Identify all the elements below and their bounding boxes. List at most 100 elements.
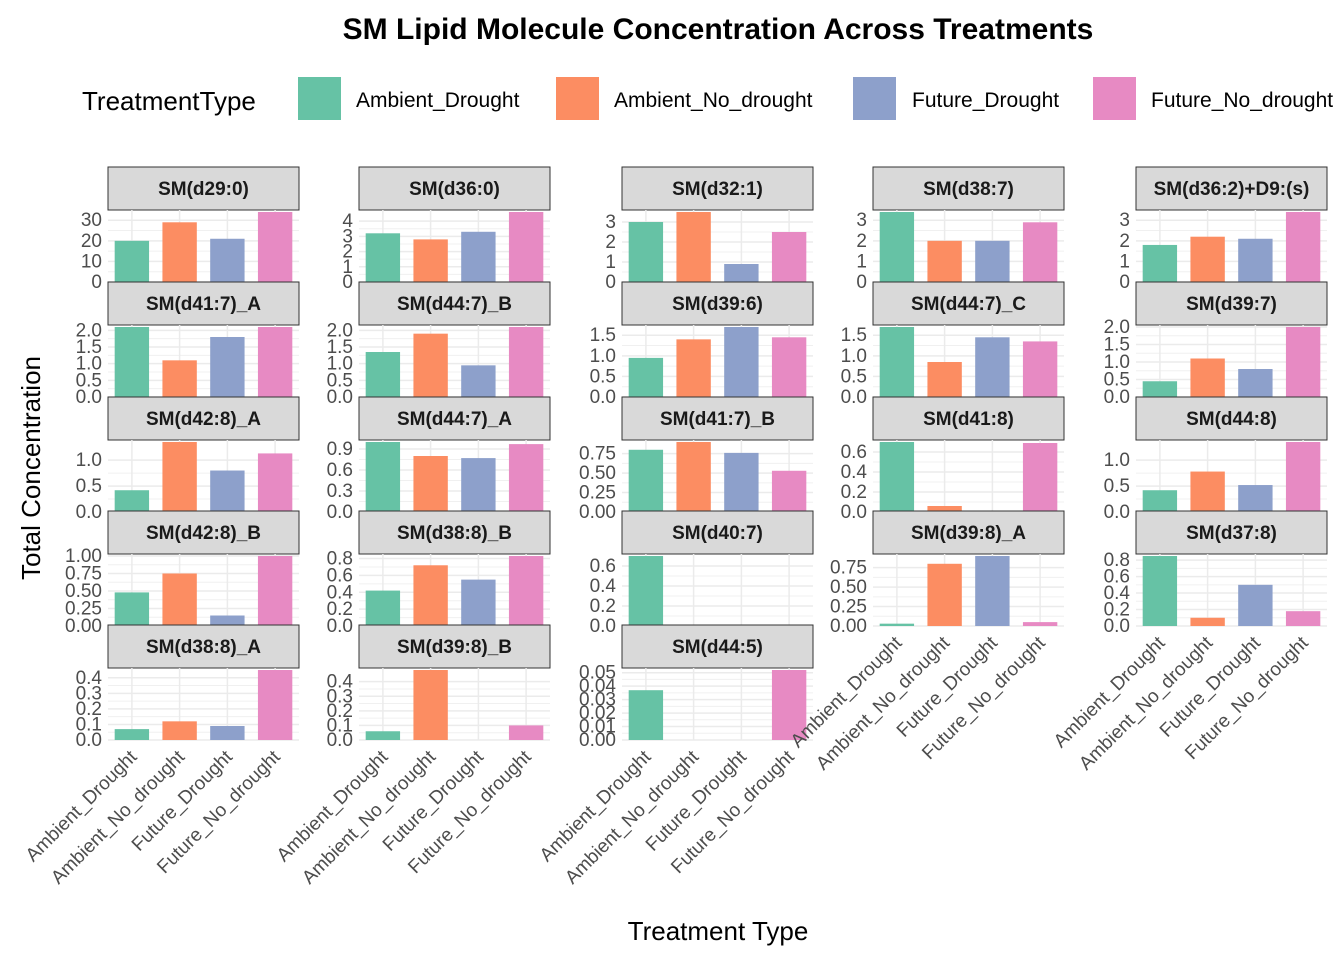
facet-panel: SM(d39:7) 0.00.51.01.52.0 (1104, 281, 1328, 408)
y-tick-label: 2.0 (76, 320, 102, 341)
y-tick-label: 1 (605, 252, 616, 273)
y-tick-label: 0.6 (590, 556, 616, 577)
bar-future-drought (1238, 584, 1273, 626)
bar-ambient-drought (879, 327, 915, 397)
bar-future-no-drought (1285, 442, 1321, 512)
bar-future-no-drought (508, 327, 544, 397)
bar-future-drought (461, 365, 496, 397)
bar-ambient-drought (879, 212, 915, 282)
bar-future-no-drought (257, 327, 293, 397)
facet-strip-label: SM(d44:7)_C (911, 294, 1026, 315)
bar-future-no-drought (508, 556, 544, 626)
bar-ambient-drought (365, 590, 401, 626)
bar-future-no-drought (1022, 222, 1058, 282)
bar-future-drought (210, 615, 245, 626)
bar-ambient-drought (1142, 490, 1178, 512)
y-tick-label: 0.4 (327, 672, 354, 693)
y-tick-label: 0.0 (327, 387, 353, 408)
facet-strip (358, 281, 551, 326)
y-tick-label: 10 (81, 251, 102, 272)
facet-strip-label: SM(d44:7)_A (397, 409, 512, 430)
bar-ambient-drought (114, 490, 150, 512)
y-tick-label: 1.0 (76, 450, 102, 471)
y-tick-label: 0.8 (327, 549, 353, 570)
y-tick-label: 0.00 (65, 616, 102, 637)
facet-strip (358, 624, 551, 669)
bar-future-no-drought (771, 232, 807, 282)
bar-ambient-drought (628, 449, 664, 512)
y-tick-label: 1.0 (1104, 450, 1130, 471)
bar-future-drought (210, 337, 245, 397)
y-tick-label: 0.2 (76, 699, 102, 720)
y-tick-label: 2 (856, 231, 867, 252)
bar-future-drought (1238, 369, 1273, 397)
bar-ambient-drought (365, 442, 401, 512)
legend-label-ambient-drought: Ambient_Drought (356, 89, 520, 112)
y-tick-label: 1 (342, 257, 353, 278)
facet-strip-label: SM(d44:8) (1186, 409, 1277, 430)
bar-future-no-drought (257, 556, 293, 626)
facet-strip (358, 396, 551, 441)
facet-strip (107, 624, 300, 669)
y-tick-label: 0.3 (327, 481, 353, 502)
facet-panel: SM(d41:7)_B 0.000.250.500.75 (579, 396, 814, 523)
y-tick-label: 0.04 (579, 676, 616, 697)
y-tick-label: 2 (605, 232, 616, 253)
facet-strip-label: SM(d29:0) (158, 179, 249, 200)
y-tick-label: 3 (342, 226, 353, 247)
y-tick-label: 1.5 (327, 337, 353, 358)
bar-future-no-drought (508, 444, 544, 512)
facet-strip-label: SM(d41:7)_B (660, 409, 775, 430)
facet-panel: SM(d39:8)_A 0.000.250.500.75 (830, 510, 1065, 637)
y-tick-label: 2.0 (1104, 317, 1130, 338)
bar-future-drought (724, 327, 759, 397)
bar-future-drought (461, 458, 496, 512)
y-tick-label: 3 (856, 210, 867, 231)
bar-future-drought (210, 726, 245, 740)
y-tick-label: 0.00 (579, 730, 616, 751)
bar-ambient-no-drought (927, 563, 962, 626)
y-tick-label: 0.8 (1104, 550, 1130, 571)
facet-strip-label: SM(d42:8)_A (146, 409, 261, 430)
bar-ambient-no-drought (927, 240, 962, 282)
facet-panel: SM(d44:5) 0.000.010.020.030.040.05 (579, 624, 814, 751)
bar-future-drought (210, 470, 245, 512)
y-tick-label: 0.5 (327, 370, 353, 391)
y-axis-title: Total Concentration (16, 356, 46, 580)
bar-ambient-no-drought (162, 573, 197, 626)
facet-strip (872, 510, 1065, 555)
facet-strip-label: SM(d32:1) (672, 179, 763, 200)
facet-strip (107, 510, 300, 555)
y-tick-label: 0.2 (590, 596, 616, 617)
bar-future-no-drought (1022, 443, 1058, 512)
y-tick-label: 0.5 (76, 476, 102, 497)
bar-future-no-drought (771, 470, 807, 512)
facet-strip-label: SM(d44:7)_B (397, 294, 512, 315)
legend-label-future-no-drought: Future_No_drought (1151, 89, 1333, 112)
facet-strip (621, 510, 814, 555)
facet-panel: SM(d38:8)_A 0.00.10.20.30.4 (76, 624, 300, 751)
y-tick-label: 1.5 (841, 325, 867, 346)
bar-ambient-no-drought (1190, 236, 1225, 282)
bar-future-no-drought (1285, 327, 1321, 397)
bar-future-drought (724, 264, 759, 282)
chart-title: SM Lipid Molecule Concentration Across T… (343, 13, 1094, 46)
y-tick-label: 0.4 (590, 576, 617, 597)
facet-strip (107, 166, 300, 211)
facet-panel: SM(d38:8)_B 0.00.20.40.60.8 (327, 510, 551, 637)
legend-key-ambient-drought (298, 77, 341, 120)
bar-future-no-drought (1285, 611, 1321, 626)
y-tick-label: 0.00 (579, 502, 616, 523)
legend: TreatmentType Ambient_Drought Ambient_No_… (82, 77, 1333, 120)
bar-future-drought (724, 452, 759, 512)
bar-ambient-no-drought (413, 239, 448, 282)
facet-panel: SM(d40:7) 0.00.20.40.6 (590, 510, 814, 637)
y-tick-label: 0.0 (590, 387, 616, 408)
bar-ambient-drought (628, 357, 664, 397)
bar-ambient-no-drought (413, 565, 448, 626)
facet-strip-label: SM(d42:8)_B (146, 523, 261, 544)
y-tick-label: 0.6 (841, 442, 867, 463)
